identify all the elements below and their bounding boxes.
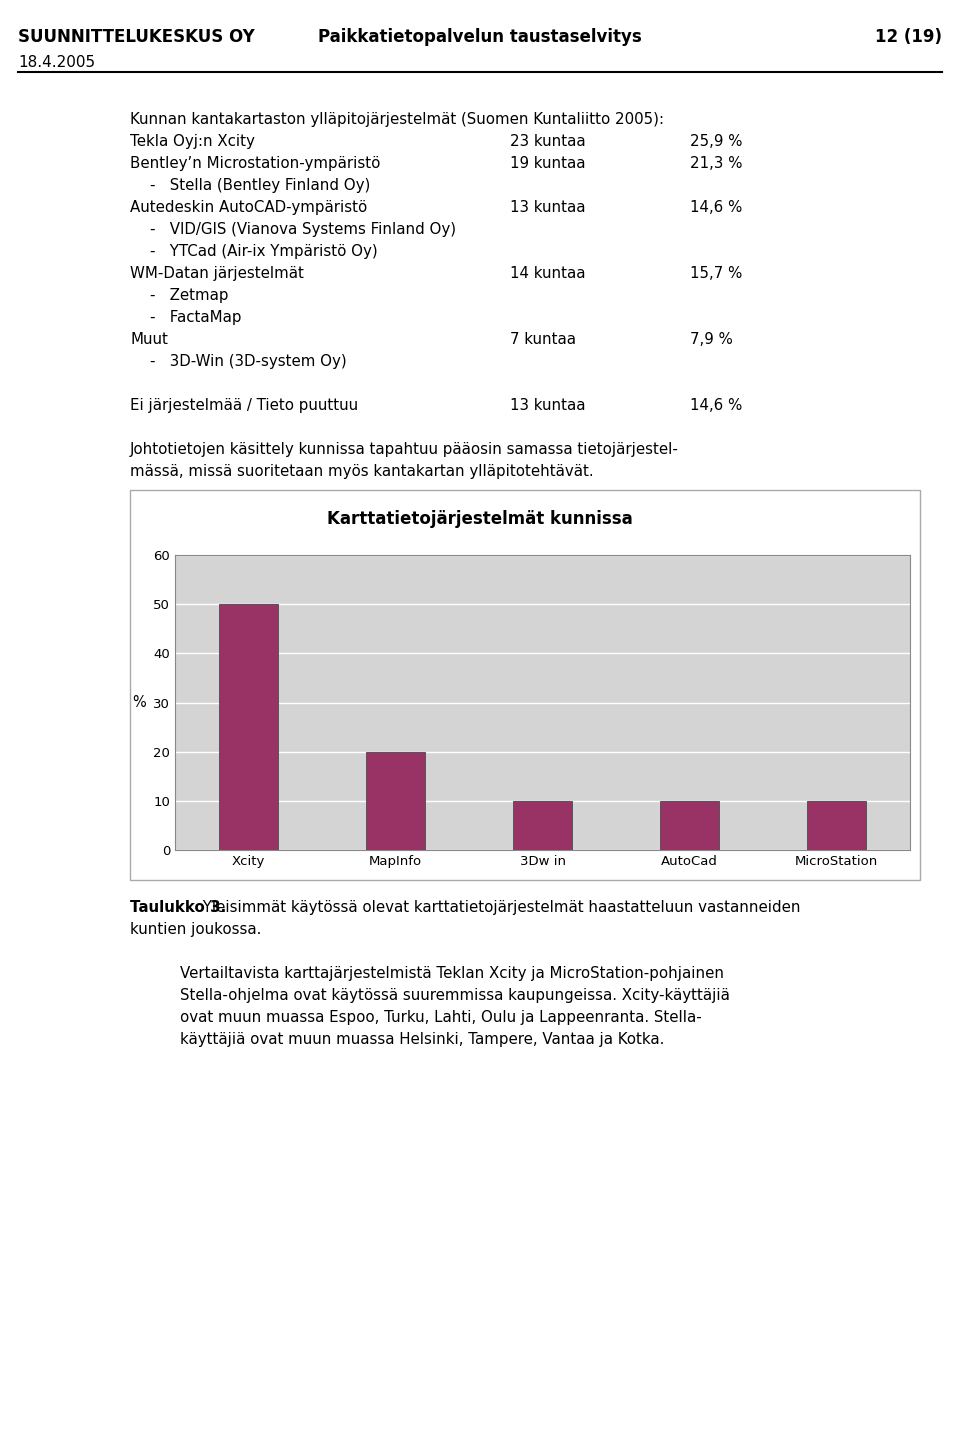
Text: Stella-ohjelma ovat käytössä suuremmissa kaupungeissa. Xcity-käyttäjiä: Stella-ohjelma ovat käytössä suuremmissa… (180, 988, 730, 1004)
Text: Yleisimmät käytössä olevat karttatietojärjestelmät haastatteluun vastanneiden: Yleisimmät käytössä olevat karttatietojä… (198, 899, 801, 915)
Text: SUUNNITTELUKESKUS OY: SUUNNITTELUKESKUS OY (18, 27, 254, 46)
Bar (513, 801, 572, 850)
Text: 18.4.2005: 18.4.2005 (18, 55, 95, 69)
Text: ovat muun muassa Espoo, Turku, Lahti, Oulu ja Lappeenranta. Stella-: ovat muun muassa Espoo, Turku, Lahti, Ou… (180, 1009, 702, 1025)
Text: kuntien joukossa.: kuntien joukossa. (130, 923, 261, 937)
Bar (807, 801, 866, 850)
Text: Karttatietojärjestelmät kunnissa: Karttatietojärjestelmät kunnissa (327, 510, 633, 528)
Text: -   3D-Win (3D-system Oy): - 3D-Win (3D-system Oy) (150, 354, 347, 369)
Y-axis label: %: % (132, 696, 146, 710)
Text: WM-Datan järjestelmät: WM-Datan järjestelmät (130, 266, 304, 281)
Text: 7,9 %: 7,9 % (690, 333, 732, 347)
Text: Johtotietojen käsittely kunnissa tapahtuu pääosin samassa tietojärjestel-: Johtotietojen käsittely kunnissa tapahtu… (130, 442, 679, 457)
Text: -   YTCad (Air-ix Ympäristö Oy): - YTCad (Air-ix Ympäristö Oy) (150, 244, 377, 259)
Text: -   Stella (Bentley Finland Oy): - Stella (Bentley Finland Oy) (150, 178, 371, 192)
Text: 15,7 %: 15,7 % (690, 266, 742, 281)
Text: -   Zetmap: - Zetmap (150, 288, 228, 304)
Text: Tekla Oyj:n Xcity: Tekla Oyj:n Xcity (130, 134, 254, 149)
Bar (130, 490, 920, 881)
Text: 13 kuntaa: 13 kuntaa (510, 398, 586, 414)
Text: -   FactaMap: - FactaMap (150, 309, 242, 325)
Text: Ei järjestelmää / Tieto puuttuu: Ei järjestelmää / Tieto puuttuu (130, 398, 358, 414)
Text: Vertailtavista karttajärjestelmistä Teklan Xcity ja MicroStation-pohjainen: Vertailtavista karttajärjestelmistä Tekl… (180, 966, 724, 980)
Text: Muut: Muut (130, 333, 168, 347)
Text: 14,6 %: 14,6 % (690, 398, 742, 414)
Text: 19 kuntaa: 19 kuntaa (510, 156, 586, 171)
Text: 23 kuntaa: 23 kuntaa (510, 134, 586, 149)
Bar (660, 801, 719, 850)
Text: Paikkatietopalvelun taustaselvitys: Paikkatietopalvelun taustaselvitys (318, 27, 642, 46)
Bar (366, 752, 425, 850)
Text: Bentley’n Microstation-ympäristö: Bentley’n Microstation-ympäristö (130, 156, 380, 171)
Text: Kunnan kantakartaston ylläpitojärjestelmät (Suomen Kuntaliitto 2005):: Kunnan kantakartaston ylläpitojärjestelm… (130, 111, 664, 127)
Text: 7 kuntaa: 7 kuntaa (510, 333, 576, 347)
Text: Autedeskin AutoCAD-ympäristö: Autedeskin AutoCAD-ympäristö (130, 200, 368, 215)
Text: -   VID/GIS (Vianova Systems Finland Oy): - VID/GIS (Vianova Systems Finland Oy) (150, 223, 456, 237)
Text: mässä, missä suoritetaan myös kantakartan ylläpitotehtävät.: mässä, missä suoritetaan myös kantakarta… (130, 464, 593, 479)
Text: käyttäjiä ovat muun muassa Helsinki, Tampere, Vantaa ja Kotka.: käyttäjiä ovat muun muassa Helsinki, Tam… (180, 1032, 664, 1047)
Text: 21,3 %: 21,3 % (690, 156, 742, 171)
Text: 14 kuntaa: 14 kuntaa (510, 266, 586, 281)
Text: 12 (19): 12 (19) (875, 27, 942, 46)
Text: 14,6 %: 14,6 % (690, 200, 742, 215)
Text: Taulukko 3.: Taulukko 3. (130, 899, 227, 915)
Text: 25,9 %: 25,9 % (690, 134, 742, 149)
Text: 13 kuntaa: 13 kuntaa (510, 200, 586, 215)
Bar (219, 604, 277, 850)
